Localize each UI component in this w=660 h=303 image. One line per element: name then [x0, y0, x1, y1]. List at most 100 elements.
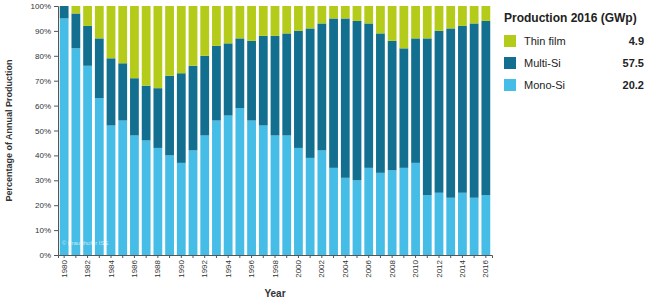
bar	[446, 198, 455, 255]
bar	[411, 6, 420, 38]
legend-swatch	[504, 35, 516, 47]
x-tick-label: 1992	[200, 259, 209, 277]
x-tick-mark	[228, 255, 229, 258]
x-tick: 1980	[60, 255, 69, 278]
y-tick-mark	[54, 230, 58, 231]
legend-value: 20.2	[623, 79, 644, 91]
legend-label: Multi-Si	[524, 57, 561, 69]
y-tick-mark	[54, 31, 58, 32]
legend: Production 2016 (GWp)Thin film4.9Multi-S…	[504, 11, 644, 91]
y-tick-label: 40%	[35, 151, 51, 160]
bar	[329, 168, 338, 255]
bar	[364, 168, 373, 255]
x-tick: 2006	[364, 255, 373, 278]
x-tick-mark	[134, 255, 135, 258]
bar	[95, 38, 104, 98]
bar	[411, 163, 420, 255]
bar	[83, 6, 92, 26]
x-tick-mark	[485, 255, 486, 258]
bar	[118, 6, 127, 63]
x-tick: 1986	[130, 255, 139, 278]
bar	[71, 13, 80, 48]
x-tick	[263, 255, 264, 258]
x-tick-label: 1994	[224, 259, 233, 277]
bar	[435, 6, 444, 31]
bar	[83, 66, 92, 255]
x-tick-mark	[75, 255, 76, 258]
bar	[446, 6, 455, 28]
x-tick-mark	[64, 255, 65, 258]
x-tick-mark	[204, 255, 205, 258]
bar	[189, 66, 198, 151]
x-tick-label: 2010	[411, 259, 420, 277]
x-tick	[146, 255, 147, 258]
bar	[177, 73, 186, 163]
y-tick: 80%	[35, 52, 58, 61]
bar	[247, 41, 256, 121]
y-tick-mark	[54, 205, 58, 206]
x-tick-label: 2014	[458, 259, 467, 277]
bar	[329, 18, 338, 167]
bar	[71, 6, 80, 13]
x-tick-mark	[368, 255, 369, 258]
bar	[247, 121, 256, 255]
legend-swatch	[504, 79, 516, 91]
x-tick-mark	[87, 255, 88, 258]
bar	[200, 6, 209, 56]
legend-label: Mono-Si	[524, 79, 565, 91]
bar	[341, 178, 350, 255]
bar	[271, 36, 280, 136]
x-tick	[286, 255, 287, 258]
x-tick-label: 2004	[341, 259, 350, 277]
bar	[481, 21, 490, 195]
x-tick-mark	[450, 255, 451, 258]
bar	[95, 98, 104, 255]
bar	[470, 6, 479, 23]
x-tick-label: 2006	[364, 259, 373, 277]
bar	[376, 33, 385, 172]
x-tick	[380, 255, 381, 258]
x-tick-mark	[427, 255, 428, 258]
x-tick-label: 1986	[130, 259, 139, 277]
x-tick	[122, 255, 123, 258]
bar	[71, 48, 80, 255]
x-tick-mark	[345, 255, 346, 258]
bar	[130, 135, 139, 255]
y-tick: 0%	[39, 251, 58, 260]
bar	[411, 38, 420, 163]
bar	[282, 6, 291, 33]
x-tick-label: 1998	[271, 259, 280, 277]
legend-label: Thin film	[524, 35, 566, 47]
y-tick-mark	[54, 106, 58, 107]
x-tick	[356, 255, 357, 258]
y-tick-mark	[54, 6, 58, 7]
bar	[458, 26, 467, 193]
bar	[142, 140, 151, 255]
x-tick-mark	[239, 255, 240, 258]
bar	[118, 121, 127, 255]
y-tick-label: 10%	[35, 226, 51, 235]
bar	[107, 6, 116, 58]
x-tick-mark	[310, 255, 311, 258]
x-tick: 1982	[83, 255, 92, 278]
bar	[60, 18, 69, 255]
x-tick	[99, 255, 100, 258]
bar	[306, 158, 315, 255]
x-tick-mark	[392, 255, 393, 258]
bar	[306, 28, 315, 157]
x-tick-label: 2002	[317, 259, 326, 277]
bar	[153, 88, 162, 148]
bar	[399, 48, 408, 168]
bar	[118, 63, 127, 120]
x-tick-label: 2008	[388, 259, 397, 277]
y-tick-label: 20%	[35, 201, 51, 210]
bar	[423, 195, 432, 255]
bar	[341, 18, 350, 177]
legend-swatch	[504, 57, 516, 69]
series-1	[60, 6, 490, 198]
bar	[177, 163, 186, 255]
bar	[317, 150, 326, 255]
x-tick-mark	[146, 255, 147, 258]
annotation: © Fraunhofer ISE	[62, 240, 109, 246]
y-tick-label: 60%	[35, 102, 51, 111]
